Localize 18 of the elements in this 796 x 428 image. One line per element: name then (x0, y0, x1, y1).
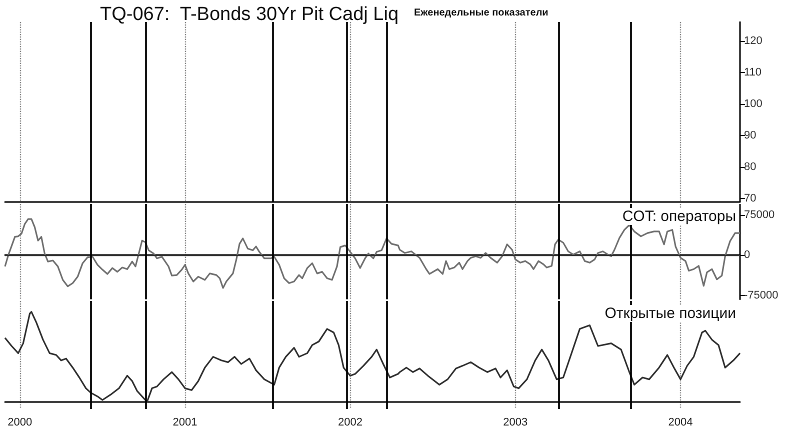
x-tick-label: 2001 (172, 416, 198, 428)
series-label: Открытые позиции (604, 305, 736, 322)
y-tick-label: 80 (744, 160, 756, 173)
x-tick-label: 2002 (338, 416, 362, 428)
x-tick-label: 2004 (668, 416, 693, 428)
y-tick-label: -75000 (744, 290, 778, 302)
chart-title: TQ-067: T-Bonds 30Yr Pit Cadj Liq (100, 4, 399, 25)
y-tick-label: 110 (744, 66, 762, 78)
y-tick-label: 0 (744, 249, 750, 262)
y-tick-label: 90 (744, 129, 756, 142)
series-label: COT: операторы (622, 208, 736, 225)
x-tick-label: 2000 (8, 416, 32, 428)
x-tick-label: 2003 (503, 416, 528, 428)
y-tick-label: 100 (744, 98, 762, 110)
text: Еженедельные показатели (414, 8, 548, 18)
y-tick-label: 70 (744, 192, 756, 204)
y-tick-label: 120 (744, 34, 762, 47)
y-tick-label: 75000 (744, 208, 775, 221)
